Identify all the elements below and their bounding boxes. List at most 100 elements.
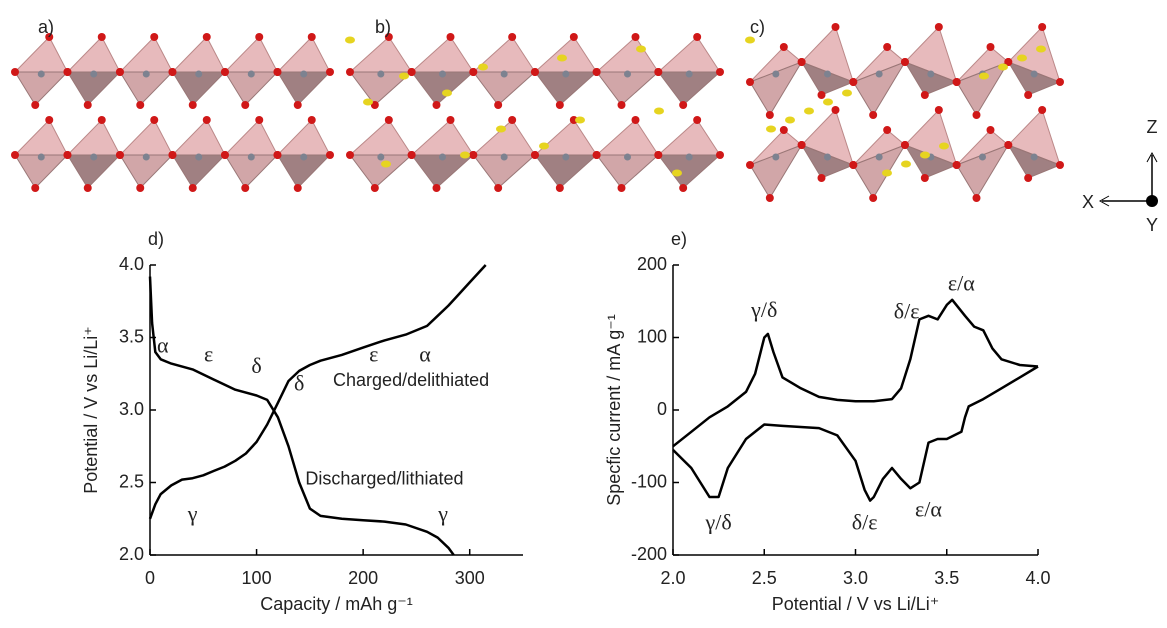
polyhedron	[118, 36, 174, 73]
oxygen-atom	[746, 161, 754, 169]
curve	[148, 264, 487, 520]
annotation: ε/α	[915, 497, 942, 522]
axis-label: Y	[1146, 215, 1158, 235]
x-tick-label: 0	[145, 568, 155, 588]
oxygen-atom	[346, 151, 354, 159]
oxygen-atom	[592, 68, 601, 76]
oxygen-atom	[508, 116, 517, 124]
polyhedron	[171, 119, 226, 156]
oxygen-atom	[241, 184, 250, 192]
oxygen-atom	[63, 68, 72, 76]
curve	[672, 365, 1039, 502]
oxygen-atom	[952, 78, 961, 86]
curve	[148, 276, 455, 556]
oxygen-atom	[849, 78, 858, 86]
oxygen-atom	[531, 151, 539, 159]
annotation: δ	[251, 353, 261, 378]
oxygen-atom	[972, 111, 981, 119]
oxygen-atom	[869, 194, 878, 202]
oxygen-atom	[617, 101, 626, 109]
oxygen-atom	[255, 116, 264, 124]
oxygen-atom	[631, 116, 640, 124]
oxygen-atom	[934, 106, 943, 114]
polyhedron	[171, 36, 226, 73]
oxygen-atom	[831, 23, 840, 31]
metal-atom	[824, 70, 831, 78]
oxygen-atom	[986, 126, 995, 134]
x-tick-label: 2.0	[660, 568, 685, 588]
oxygen-atom	[45, 116, 54, 124]
metal-atom	[624, 70, 631, 78]
oxygen-atom	[432, 184, 441, 192]
chart-label: e)	[671, 229, 687, 249]
x-tick-label: 100	[242, 568, 272, 588]
metal-atom	[439, 70, 446, 78]
oxygen-atom	[188, 184, 197, 192]
polyhedron	[348, 36, 413, 73]
lithium-atom	[745, 36, 755, 44]
lithium-atom	[557, 54, 567, 62]
oxygen-atom	[45, 33, 54, 41]
polyhedron	[533, 36, 598, 73]
x-tick-label: 3.5	[934, 568, 959, 588]
oxygen-atom	[869, 111, 878, 119]
oxygen-atom	[654, 68, 663, 76]
annotation: γ	[437, 501, 448, 526]
oxygen-atom	[569, 33, 578, 41]
metal-atom	[927, 70, 935, 78]
metal-atom	[562, 153, 570, 161]
x-axis-label: Potential / V vs Li/Li⁺	[772, 594, 940, 614]
oxygen-atom	[920, 91, 929, 99]
oxygen-atom	[986, 43, 995, 51]
oxygen-atom	[63, 151, 72, 159]
annotation: δ/ε	[852, 510, 878, 535]
oxygen-atom	[273, 151, 282, 159]
oxygen-atom	[136, 184, 145, 192]
lithium-atom	[345, 36, 355, 44]
polyhedron	[348, 119, 413, 156]
metal-atom	[500, 153, 508, 161]
y-tick-label: 3.0	[119, 399, 144, 419]
polyhedron	[410, 36, 475, 73]
oxygen-atom	[273, 68, 282, 76]
oxygen-atom	[883, 126, 892, 134]
metal-atom	[37, 70, 45, 78]
oxygen-atom	[307, 116, 316, 124]
x-tick-label: 4.0	[1025, 568, 1050, 588]
polyhedron	[657, 119, 721, 156]
curve	[672, 298, 1039, 448]
metal-atom	[300, 70, 308, 78]
oxygen-atom	[592, 151, 601, 159]
oxygen-atom	[221, 151, 229, 159]
oxygen-atom	[31, 101, 40, 109]
oxygen-atom	[693, 33, 702, 41]
lithium-atom	[575, 116, 585, 124]
lithium-atom	[636, 45, 646, 53]
lithium-atom	[882, 169, 892, 177]
oxygen-atom	[326, 151, 334, 159]
axis-label: X	[1082, 192, 1094, 212]
annotation: δ	[294, 370, 304, 395]
oxygen-atom	[1024, 91, 1033, 99]
arrow-head	[1098, 195, 1110, 207]
oxygen-atom	[817, 91, 826, 99]
lithium-atom	[785, 116, 795, 124]
lithium-atom	[442, 89, 452, 97]
oxygen-atom	[1024, 174, 1033, 182]
lithium-atom	[654, 107, 664, 115]
polyhedron	[223, 36, 279, 73]
oxygen-atom	[679, 184, 688, 192]
polyhedron	[66, 119, 121, 156]
polyhedron	[595, 36, 660, 73]
lithium-atom	[399, 72, 409, 80]
oxygen-atom	[1004, 141, 1013, 149]
y-tick-label: 200	[637, 254, 667, 274]
metal-atom	[247, 153, 255, 161]
oxygen-atom	[150, 33, 159, 41]
annotation: Discharged/lithiated	[305, 468, 463, 488]
metal-atom	[37, 153, 45, 161]
oxygen-atom	[432, 101, 441, 109]
oxygen-atom	[370, 101, 379, 109]
lithium-atom	[381, 160, 391, 168]
